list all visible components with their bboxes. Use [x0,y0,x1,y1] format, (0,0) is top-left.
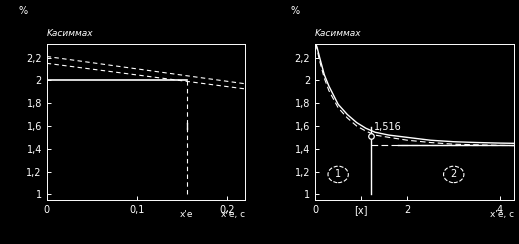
Text: Kасиммах: Kасиммах [47,29,93,38]
Text: x'е, c: x'е, c [221,210,245,219]
Text: 1,516: 1,516 [374,122,402,132]
Ellipse shape [328,166,348,183]
Text: x'е: x'е [180,210,194,219]
Text: 2: 2 [450,169,457,179]
Text: %: % [18,6,28,16]
Text: x'е, c: x'е, c [490,210,514,219]
Text: Kасиммах: Kасиммах [315,29,362,38]
Ellipse shape [444,166,464,183]
Text: 1: 1 [335,169,341,179]
Text: %: % [291,6,300,16]
